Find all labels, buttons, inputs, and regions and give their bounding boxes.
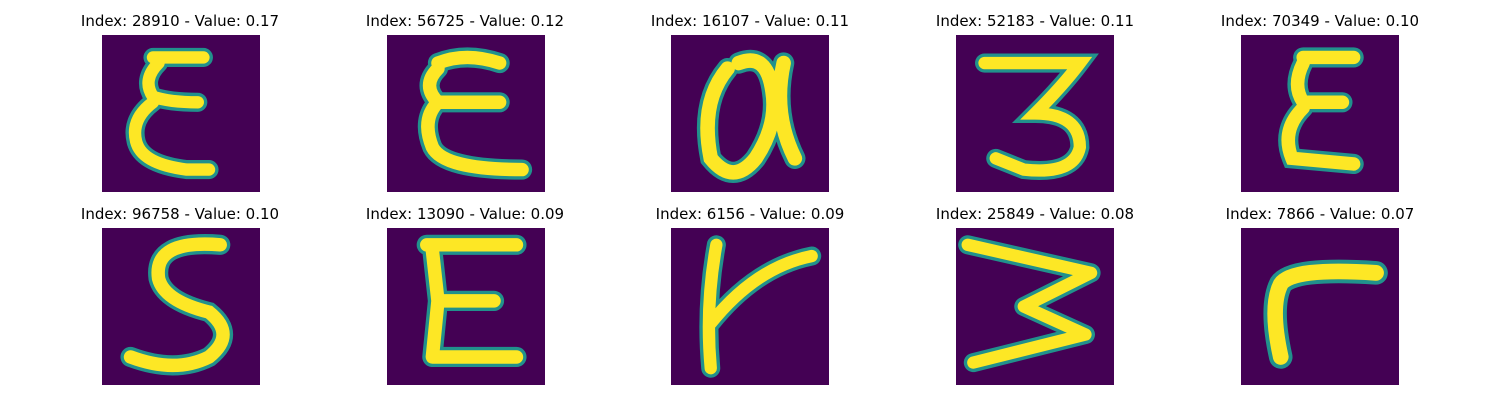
panel-title: Index: 70349 - Value: 0.10 [1220,12,1420,30]
panel-title: Index: 16107 - Value: 0.11 [650,12,850,30]
digit-image [956,228,1114,385]
digit-image [387,35,545,192]
digit-image [1241,35,1399,192]
panel-title: Index: 28910 - Value: 0.17 [80,12,280,30]
panel-title: Index: 6156 - Value: 0.09 [655,205,845,223]
digit-image [1241,228,1399,385]
digit-image [387,228,545,385]
panel-title: Index: 7866 - Value: 0.07 [1225,205,1415,223]
digit-image [102,35,260,192]
digit-image [671,228,829,385]
digit-image [671,35,829,192]
panel-title: Index: 96758 - Value: 0.10 [80,205,280,223]
panel-title: Index: 56725 - Value: 0.12 [365,12,565,30]
panel-title: Index: 25849 - Value: 0.08 [935,205,1135,223]
panel-title: Index: 13090 - Value: 0.09 [365,205,565,223]
digit-image [102,228,260,385]
panel-title: Index: 52183 - Value: 0.11 [935,12,1135,30]
digit-image [956,35,1114,192]
